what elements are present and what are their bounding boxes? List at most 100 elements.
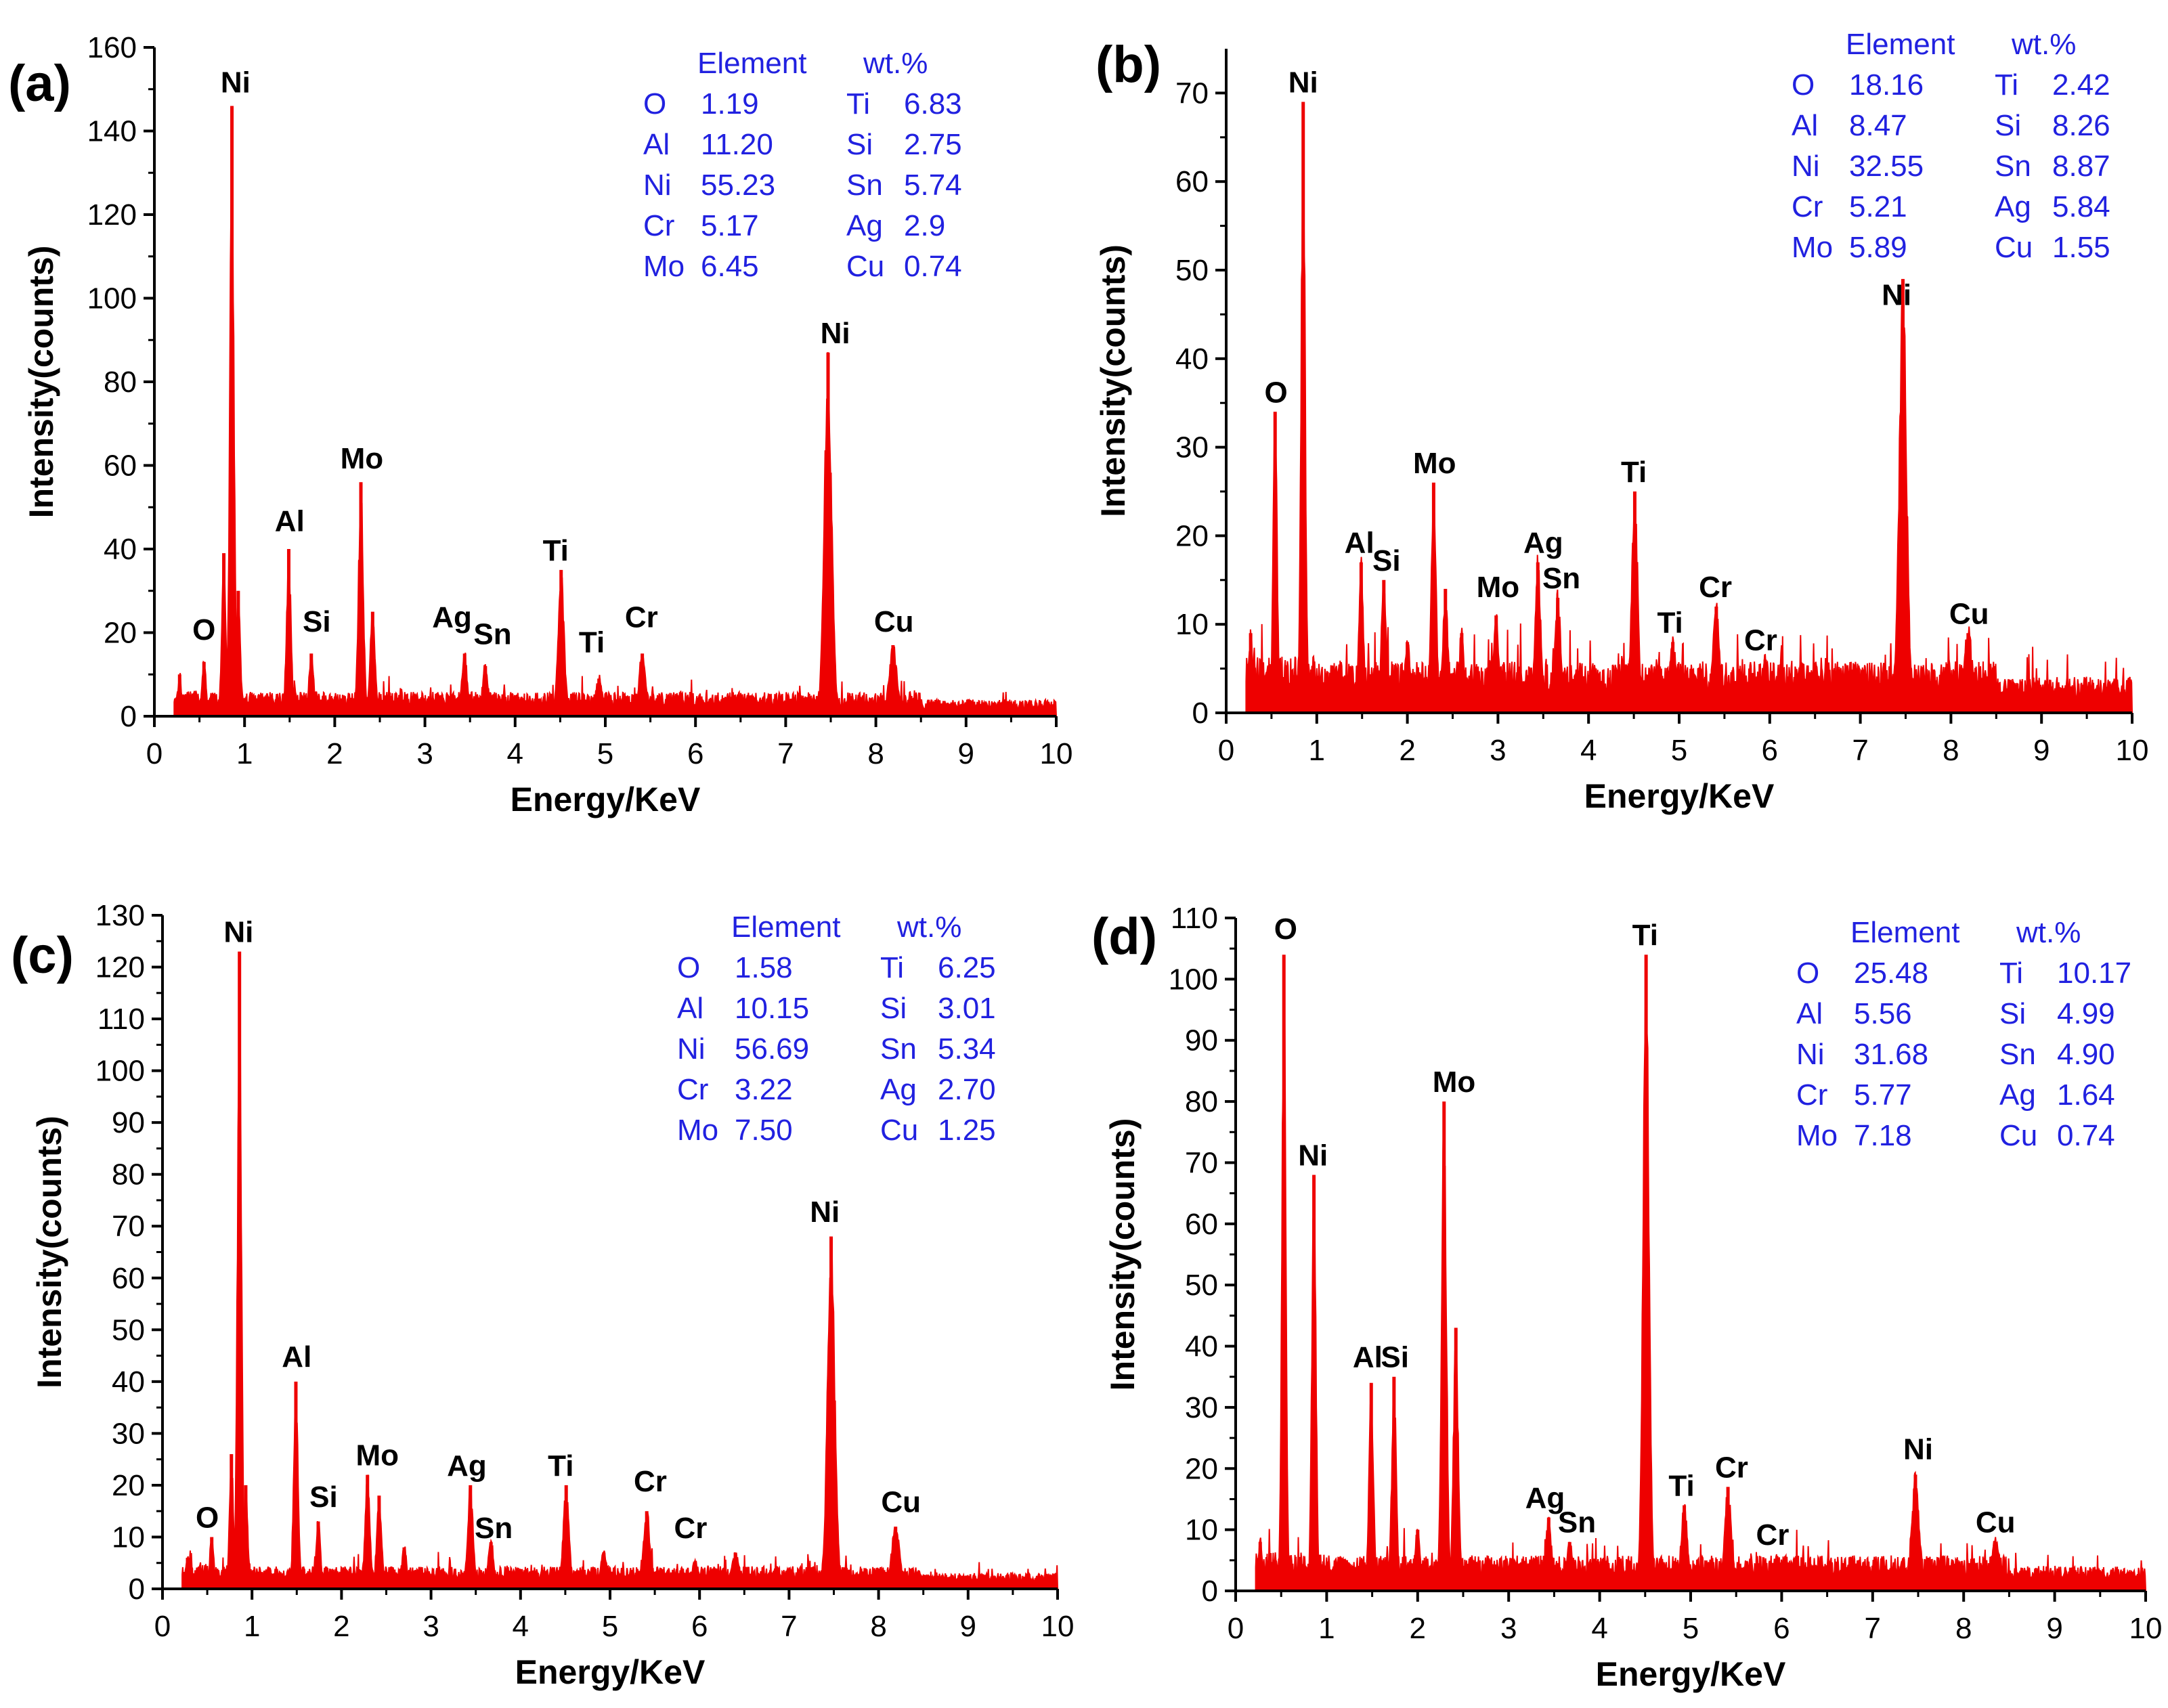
y-tick-label: 40	[112, 1365, 145, 1399]
table-cell: 5.17	[701, 209, 759, 242]
y-tick-label: 30	[1185, 1391, 1218, 1424]
table-cell: 5.74	[904, 169, 962, 202]
x-tick-label: 3	[1490, 734, 1506, 767]
peak-label: Ag	[1523, 527, 1563, 560]
peak-label: Al	[1345, 527, 1374, 560]
spectrum-series	[1255, 964, 2147, 1592]
peak-label: Al	[275, 505, 305, 538]
table-cell: 4.90	[2057, 1038, 2115, 1071]
table-cell: Cr	[1796, 1078, 1827, 1112]
y-tick-label: 50	[1185, 1269, 1218, 1302]
x-tick-label: 5	[597, 737, 613, 770]
table-cell: Ti	[880, 951, 904, 984]
table-cell: 18.16	[1849, 68, 1924, 102]
table-cell: 0.74	[2057, 1119, 2115, 1152]
spectrum-series	[173, 110, 1058, 717]
table-cell: 5.34	[938, 1032, 996, 1066]
y-tick-label: 100	[1169, 963, 1218, 996]
peak-label: Ni	[1903, 1432, 1933, 1466]
x-tick-label: 3	[416, 737, 433, 770]
y-axis-label: Intensity(counts)	[22, 246, 60, 519]
peak-label: Cr	[1715, 1451, 1748, 1484]
chart-a: 0 1 2 3 4 5 6 7 8 9 10020406080100120140160Energy/…	[22, 31, 1072, 818]
x-tick-label: 6	[1762, 734, 1778, 767]
y-tick-label: 60	[1185, 1208, 1218, 1241]
x-tick-label: 8	[867, 737, 884, 770]
y-tick-label: 0	[121, 700, 137, 733]
table-cell: Ti	[1995, 68, 2018, 102]
table-cell: 6.25	[938, 951, 996, 984]
table-cell: Mo	[1796, 1119, 1838, 1152]
peak-label: Mo	[356, 1439, 399, 1472]
table-header-wt: wt.%	[896, 911, 961, 944]
peak-label: Cu	[874, 605, 914, 638]
y-tick-label: 30	[1175, 431, 1209, 464]
table-cell: O	[1796, 957, 1819, 990]
table-cell: Sn	[880, 1032, 917, 1066]
y-tick-label: 10	[112, 1520, 145, 1554]
chart-d: 0 1 2 3 4 5 6 7 8 9 100102030405060708090100110Ene…	[1104, 902, 2163, 1693]
peak-label: Ag	[1525, 1482, 1565, 1515]
x-tick-label: 3	[1500, 1612, 1517, 1645]
x-tick-label: 9	[960, 1610, 976, 1643]
peak-label: Cu	[1976, 1506, 2016, 1539]
table-cell: Cr	[677, 1073, 708, 1106]
y-tick-label: 60	[104, 450, 137, 483]
x-tick-label: 3	[422, 1610, 439, 1643]
table-cell: O	[1792, 68, 1815, 102]
peak-label: Ni	[810, 1196, 840, 1229]
y-tick-label: 140	[87, 115, 137, 148]
peak-label: O	[1264, 376, 1287, 409]
table-cell: Sn	[1995, 150, 2031, 183]
x-tick-label: 1	[1309, 734, 1325, 767]
x-tick-label: 0	[154, 1610, 171, 1643]
y-tick-label: 0	[1202, 1575, 1218, 1608]
table-cell: 31.68	[1854, 1038, 1928, 1071]
table-cell: 8.26	[2052, 109, 2110, 142]
x-tick-label: 4	[507, 737, 523, 770]
x-tick-label: 0	[1218, 734, 1234, 767]
x-tick-label: 10	[2129, 1612, 2163, 1645]
x-tick-label: 7	[1852, 734, 1868, 767]
table-cell: 5.21	[1849, 190, 1907, 223]
table-cell: 56.69	[735, 1032, 809, 1066]
table-cell: 3.22	[735, 1073, 793, 1106]
y-tick-label: 30	[112, 1417, 145, 1450]
table-cell: 5.56	[1854, 997, 1912, 1030]
x-tick-label: 0	[146, 737, 162, 770]
table-header-wt: wt.%	[2016, 916, 2081, 949]
y-tick-label: 40	[1185, 1330, 1218, 1363]
peak-label: Al	[1353, 1341, 1383, 1374]
peak-label: Sn	[1558, 1506, 1596, 1539]
x-axis-label: Energy/KeV	[515, 1653, 706, 1691]
y-tick-label: 0	[1192, 697, 1209, 730]
table-header-element: Element	[1850, 916, 1959, 949]
peak-label: Mo	[1477, 571, 1520, 604]
y-tick-label: 110	[1171, 902, 1218, 935]
peak-label: Si	[309, 1481, 338, 1514]
panel-label-a: (a)	[8, 55, 71, 112]
table-cell: Cr	[1792, 190, 1823, 223]
y-tick-label: 100	[95, 1055, 145, 1088]
peak-label: Cr	[625, 601, 658, 634]
table-cell: 2.70	[938, 1073, 996, 1106]
peak-label: Mo	[1433, 1066, 1476, 1099]
y-axis-label: Intensity(counts)	[1104, 1118, 1142, 1391]
peak-label: Ni	[821, 317, 850, 350]
table-cell: Cr	[643, 209, 674, 242]
y-tick-label: 20	[1185, 1452, 1218, 1485]
x-tick-label: 10	[1041, 1610, 1075, 1643]
chart-c: 0 1 2 3 4 5 6 7 8 9 100102030405060708090100110120…	[30, 899, 1075, 1691]
x-tick-label: 7	[1865, 1612, 1881, 1645]
y-tick-label: 70	[112, 1210, 145, 1243]
x-tick-label: 5	[602, 1610, 618, 1643]
table-cell: 2.42	[2052, 68, 2110, 102]
table-cell: Al	[1792, 109, 1818, 142]
table-cell: Si	[1999, 997, 2026, 1030]
table-cell: Al	[1796, 997, 1823, 1030]
y-tick-label: 90	[112, 1106, 145, 1139]
table-cell: 2.75	[904, 128, 962, 161]
x-tick-label: 8	[1955, 1612, 1972, 1645]
table-cell: 6.45	[701, 250, 759, 283]
